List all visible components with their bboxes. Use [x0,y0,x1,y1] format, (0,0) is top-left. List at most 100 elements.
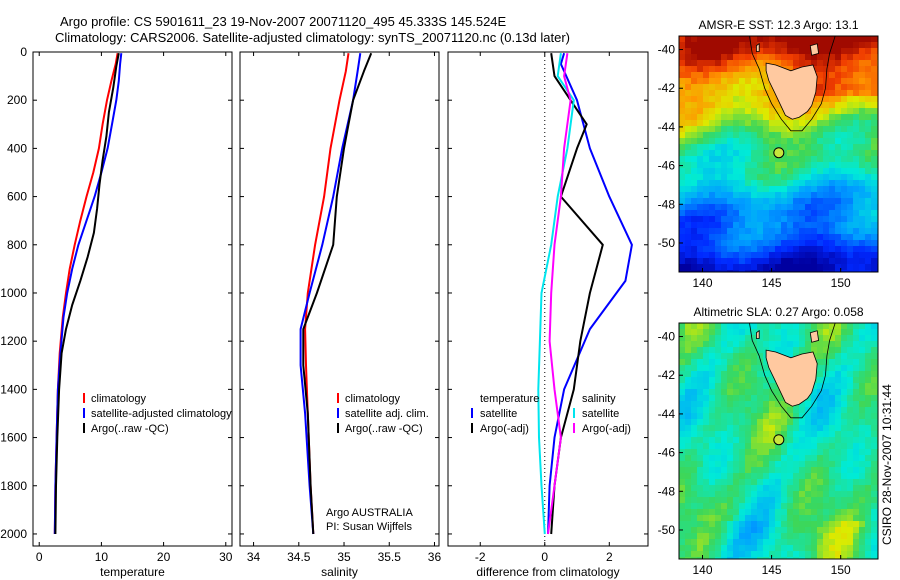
map-data-cell [871,461,877,467]
map-data-cell [829,335,835,341]
map-data-cell [775,503,781,509]
map-data-cell [679,461,685,467]
map-data-cell [817,533,823,539]
map-data-cell [871,72,877,78]
map-data-cell [697,521,703,527]
map-data-cell [835,60,841,66]
map-data-cell [679,252,685,258]
map-data-cell [763,84,769,90]
map-data-cell [871,246,877,252]
map-data-cell [691,264,697,270]
map-data-cell [757,461,763,467]
map-data-cell [709,437,715,443]
map-data-cell [727,114,733,120]
map-data-cell [727,138,733,144]
map-data-cell [787,156,793,162]
map-data-cell [685,204,691,210]
map-data-cell [715,455,721,461]
map-data-cell [763,431,769,437]
map-data-cell [823,210,829,216]
map-data-cell [763,132,769,138]
map-data-cell [811,413,817,419]
map-data-cell [793,443,799,449]
map-data-cell [769,42,775,48]
map-data-cell [751,557,757,559]
map-data-cell [829,108,835,114]
map-data-cell [853,353,859,359]
map-data-cell [691,455,697,461]
map-data-cell [769,515,775,521]
map-data-cell [805,455,811,461]
map-data-cell [859,204,865,210]
map-data-cell [685,419,691,425]
map-data-cell [709,162,715,168]
map-data-cell [859,503,865,509]
map-data-cell [745,401,751,407]
map-data-cell [793,174,799,180]
map-data-cell [793,126,799,132]
map-data-cell [709,54,715,60]
map-data-cell [865,78,871,84]
map-data-cell [721,539,727,545]
map-data-cell [769,126,775,132]
map-data-cell [859,78,865,84]
map-data-cell [817,389,823,395]
map-data-cell [835,234,841,240]
map-data-cell [787,509,793,515]
map-data-cell [733,437,739,443]
map-data-cell [781,216,787,222]
map-data-cell [757,353,763,359]
map-data-cell [853,347,859,353]
map-data-cell [829,497,835,503]
map-data-cell [865,222,871,228]
map-data-cell [757,449,763,455]
map-data-cell [835,228,841,234]
map-data-cell [727,132,733,138]
map-data-cell [709,174,715,180]
map-data-cell [817,216,823,222]
map-data-cell [691,132,697,138]
map-data-cell [685,72,691,78]
map-data-cell [745,473,751,479]
map-data-cell [817,60,823,66]
map-data-cell [847,479,853,485]
map-data-cell [787,533,793,539]
map-data-cell [853,419,859,425]
map-data-cell [853,246,859,252]
map-data-cell [823,252,829,258]
map-data-cell [805,485,811,491]
map-data-cell [715,347,721,353]
y-tick-label: 1800 [0,479,27,493]
map-data-cell [703,240,709,246]
map-data-cell [775,497,781,503]
map-data-cell [841,168,847,174]
map-data-cell [757,204,763,210]
timestamp-side-label: CSIRO 28-Nov-2007 10:31:44 [880,384,894,545]
map-data-cell [709,138,715,144]
map-data-cell [817,491,823,497]
map-data-cell [697,359,703,365]
map-data-cell [757,180,763,186]
map-data-cell [715,485,721,491]
map-data-cell [847,371,853,377]
map-data-cell [715,365,721,371]
map-data-cell [697,509,703,515]
map-data-cell [829,455,835,461]
x-tick-label: 30 [219,550,233,564]
map-data-cell [811,162,817,168]
map-data-cell [685,120,691,126]
map-data-cell [859,443,865,449]
map-data-cell [847,455,853,461]
map-data-cell [745,72,751,78]
map-data-cell [769,533,775,539]
map-data-cell [739,192,745,198]
map-data-cell [799,240,805,246]
map-data-cell [817,419,823,425]
map-data-cell [763,467,769,473]
map-data-cell [727,383,733,389]
map-data-cell [709,270,715,272]
map-data-cell [835,150,841,156]
map-data-cell [733,497,739,503]
map-data-cell [835,521,841,527]
map-data-cell [871,407,877,413]
